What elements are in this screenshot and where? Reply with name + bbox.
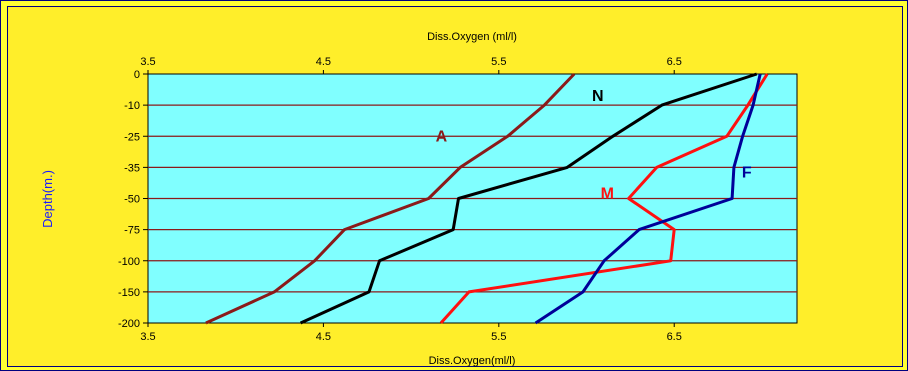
series-line-f	[534, 73, 762, 325]
y-axis-title: Depth(m.)	[40, 170, 55, 228]
y-tick-label: -50	[124, 194, 140, 206]
x-tick-label-top: 3.5	[140, 56, 155, 68]
series-label-f: F	[742, 164, 752, 181]
x-tick-label-bottom: 4.5	[316, 331, 331, 343]
x-tick-label-bottom: 6.5	[667, 331, 682, 343]
series-label-a: A	[436, 128, 448, 145]
x-tick-label-top: 5.5	[491, 56, 506, 68]
series-lines	[205, 72, 769, 325]
axes: 0-10-25-35-50-75-100-150-2003.53.54.54.5…	[118, 56, 682, 343]
x-axis-title-bottom: Diss.Oxygen(ml/l)	[429, 355, 516, 367]
grid-lines	[148, 104, 797, 293]
y-tick-label: -25	[124, 131, 140, 143]
y-tick-label: 0	[134, 69, 140, 81]
x-tick-label-top: 4.5	[316, 56, 331, 68]
y-tick-label: -10	[124, 100, 140, 112]
x-tick-label-bottom: 5.5	[491, 331, 506, 343]
x-tick-label-bottom: 3.5	[140, 331, 155, 343]
series-line-m	[439, 73, 769, 325]
series-line-a	[205, 72, 576, 325]
series-label-n: N	[592, 88, 604, 105]
y-tick-label: -75	[124, 225, 140, 237]
y-tick-label: -200	[118, 318, 140, 330]
x-tick-label-top: 6.5	[667, 56, 682, 68]
y-tick-label: -150	[118, 287, 140, 299]
x-axis-title-top: Diss.Oxygen (ml/l)	[427, 31, 517, 43]
series-label-m: M	[601, 186, 614, 203]
series-line-n	[299, 72, 758, 325]
series-labels: A N M F	[436, 88, 752, 202]
y-tick-label: -100	[118, 256, 140, 268]
y-tick-label: -35	[124, 162, 140, 174]
